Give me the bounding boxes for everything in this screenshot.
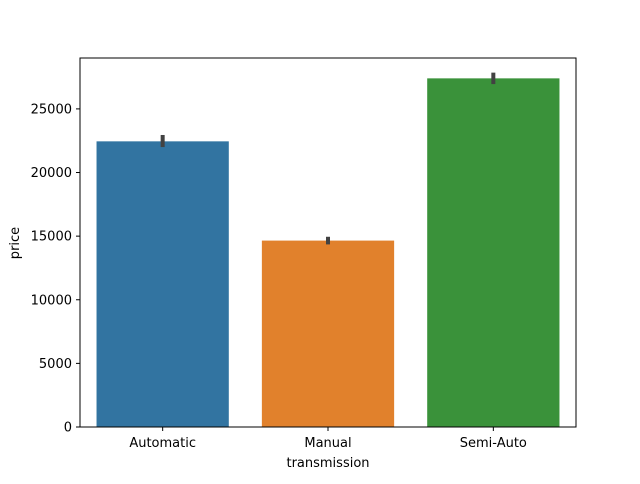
error-bars-layer [160,72,496,245]
x-axis-label: transmission [286,456,369,471]
bars-layer [96,78,560,428]
y-tick-label: 25000 [31,102,72,117]
y-tick-label: 5000 [39,357,72,372]
x-tick-label: Semi-Auto [460,436,527,451]
x-tick-label: Manual [304,436,351,451]
y-axis-label: price [8,227,23,259]
y-tick-label: 0 [64,421,72,436]
bar-semi-auto [427,78,560,428]
bar-automatic [96,141,229,427]
x-tick-label: Automatic [129,436,196,451]
y-tick-label: 10000 [31,293,72,308]
y-tick-label: 20000 [31,166,72,181]
bar-manual [261,240,395,427]
y-tick-label: 15000 [31,230,72,245]
ticks-layer: Automatic Manual Semi-Auto 0 5000 10000 15000 2… [31,102,527,451]
